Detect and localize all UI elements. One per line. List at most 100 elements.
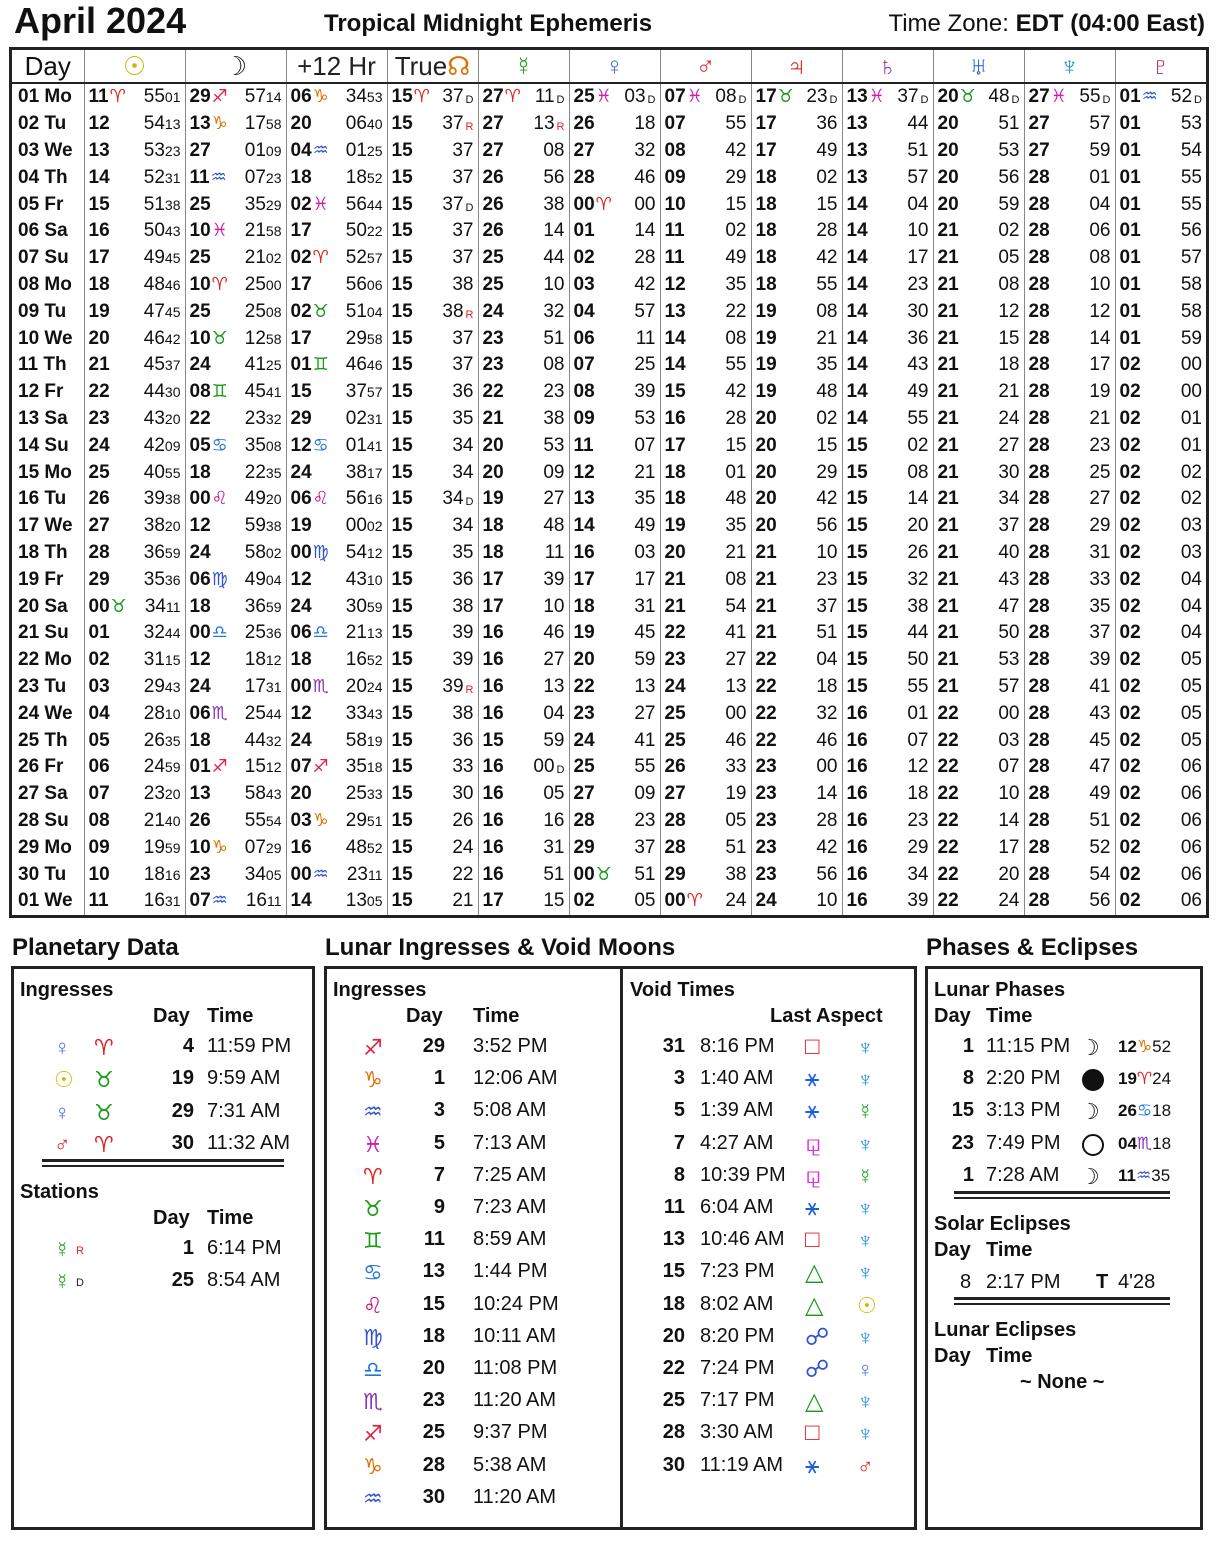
minute: 11 xyxy=(544,541,565,563)
row-day: 16 Tu xyxy=(18,488,67,510)
degree: 24 xyxy=(189,541,211,563)
minute: 44 xyxy=(907,622,929,644)
cell-value: 17 15 xyxy=(483,890,565,912)
degree: 28 xyxy=(1028,783,1050,805)
cell-mars: 23 27 xyxy=(659,646,751,674)
cell-value: 24 58 02 xyxy=(190,542,282,564)
void-day: 22 xyxy=(662,1357,685,1379)
degree: 03 xyxy=(88,675,110,697)
cell-value: 23 00 xyxy=(756,756,838,778)
degree: 06 xyxy=(290,86,312,108)
cell-value: 09 29 xyxy=(665,167,747,189)
minute: 33 xyxy=(345,702,367,724)
cell-node: 15 37 xyxy=(386,325,478,352)
aspect-glyph-icon: ⚹ xyxy=(805,1097,820,1125)
phase-day: 15 xyxy=(951,1099,974,1122)
degree: 22 xyxy=(937,702,959,724)
minute: 21 xyxy=(345,622,367,644)
second: 12 xyxy=(265,652,282,669)
phase-minute: 18 xyxy=(1152,1101,1172,1121)
table-row: 25 Th 05 26 35 18 44 32 24 58 19 15 36 15 59 24 41 25 46 2… xyxy=(12,727,1206,754)
cell-pluto: 01 54 xyxy=(1114,137,1206,165)
minute: 40 xyxy=(998,541,1020,563)
cell-node: 15 38 xyxy=(386,593,478,620)
cell-mars: 09 29 xyxy=(659,164,751,192)
cell-value: 28 29 xyxy=(1029,515,1111,537)
cell-saturn: 16 12 xyxy=(841,753,933,781)
minute: 28 xyxy=(816,809,838,831)
minute: 15 xyxy=(816,434,838,456)
degree: 02 xyxy=(1119,461,1141,483)
degree: 25 xyxy=(573,86,595,108)
row-day: 30 Tu xyxy=(18,863,67,885)
cell-value: 14 23 xyxy=(847,274,929,296)
degree: 00 xyxy=(573,863,595,885)
minute: 19 xyxy=(725,783,747,805)
minute: 38 xyxy=(452,595,474,617)
minute: 42 xyxy=(143,434,165,456)
minute: 15 xyxy=(998,327,1020,349)
station-flag: R xyxy=(556,121,565,134)
minute: 58 xyxy=(1180,300,1202,322)
minute: 28 xyxy=(816,220,838,242)
degree: 20 xyxy=(482,434,504,456)
second: 43 xyxy=(265,786,282,803)
minute: 25 xyxy=(1089,461,1111,483)
cell-pluto: 02 05 xyxy=(1114,727,1206,754)
lunar-ingress-day: 15 xyxy=(422,1292,445,1315)
minute: 27 xyxy=(725,649,747,671)
cell-value: 26 18 xyxy=(574,113,656,135)
degree: 26 xyxy=(573,113,595,135)
cell-value: 20 53 xyxy=(483,435,565,457)
cell-value: 15 37 57 xyxy=(291,381,383,403)
planet-glyph-icon: ♆ xyxy=(857,1421,874,1447)
phase-time: 2:20 PM xyxy=(986,1067,1061,1090)
aspect-glyph-icon: ☍ xyxy=(805,1323,830,1351)
cell-venus: 14 49 xyxy=(568,512,660,540)
lunar-ingress-day: 28 xyxy=(422,1453,445,1476)
station-day-header: Day xyxy=(153,1207,190,1229)
cell-moon: 04 ♒ 01 25 xyxy=(285,137,387,165)
minute: 25 xyxy=(244,622,266,644)
sign-glyph-icon: ♑ xyxy=(211,113,228,134)
degree: 28 xyxy=(1028,193,1050,215)
cell-value: 17 15 xyxy=(665,435,747,457)
minute: 51 xyxy=(998,113,1020,135)
table-row: 11 Th 21 45 37 24 41 25 01 ♊ 46 46 15 37 23 08 07 25 14 55… xyxy=(12,351,1206,379)
cell-value: 16 31 xyxy=(483,837,565,859)
minute: 51 xyxy=(543,327,565,349)
degree: 15 xyxy=(391,729,413,751)
cell-uranus: 21 43 xyxy=(932,566,1024,594)
second: 59 xyxy=(164,544,181,561)
second: 38 xyxy=(164,491,181,508)
cell-moon: 01 ♊ 46 46 xyxy=(285,351,387,379)
cell-sun: 10 18 16 xyxy=(83,861,185,888)
cell-mars: 24 13 xyxy=(659,673,751,701)
minute: 54 xyxy=(1180,139,1202,161)
minute: 35 xyxy=(816,354,838,376)
first-quarter-icon: ☽ xyxy=(1080,1099,1100,1125)
second: 09 xyxy=(265,142,282,159)
minute: 45 xyxy=(244,381,266,403)
minute: 16 xyxy=(345,649,367,671)
cell-value: 22 23 xyxy=(483,381,565,403)
cell-moon: 17 50 22 xyxy=(285,217,387,245)
cell-venus: 26 18 xyxy=(568,110,660,138)
phase-time: 7:49 PM xyxy=(986,1131,1061,1154)
second: 42 xyxy=(164,330,181,347)
cell-jupiter: 23 56 xyxy=(750,861,842,888)
degree: 24 xyxy=(482,300,504,322)
second: 43 xyxy=(366,705,383,722)
cell-venus: 25 55 xyxy=(568,753,660,781)
cell-uranus: 22 10 xyxy=(932,780,1024,808)
degree: 15 xyxy=(391,300,413,322)
cell-value: 20 15 xyxy=(756,435,838,457)
cell-value: 23 34 05 xyxy=(190,864,282,886)
degree: 18 xyxy=(755,220,777,242)
cell-pluto: 02 05 xyxy=(1114,673,1206,701)
cell-value: 15 37 xyxy=(392,167,474,189)
lunar-ingress-day: 7 xyxy=(433,1163,445,1186)
cell-value: 26 55 54 xyxy=(190,810,282,832)
lunar-ingress-day: 18 xyxy=(422,1324,445,1347)
phase-degree: 26 xyxy=(1118,1101,1137,1121)
